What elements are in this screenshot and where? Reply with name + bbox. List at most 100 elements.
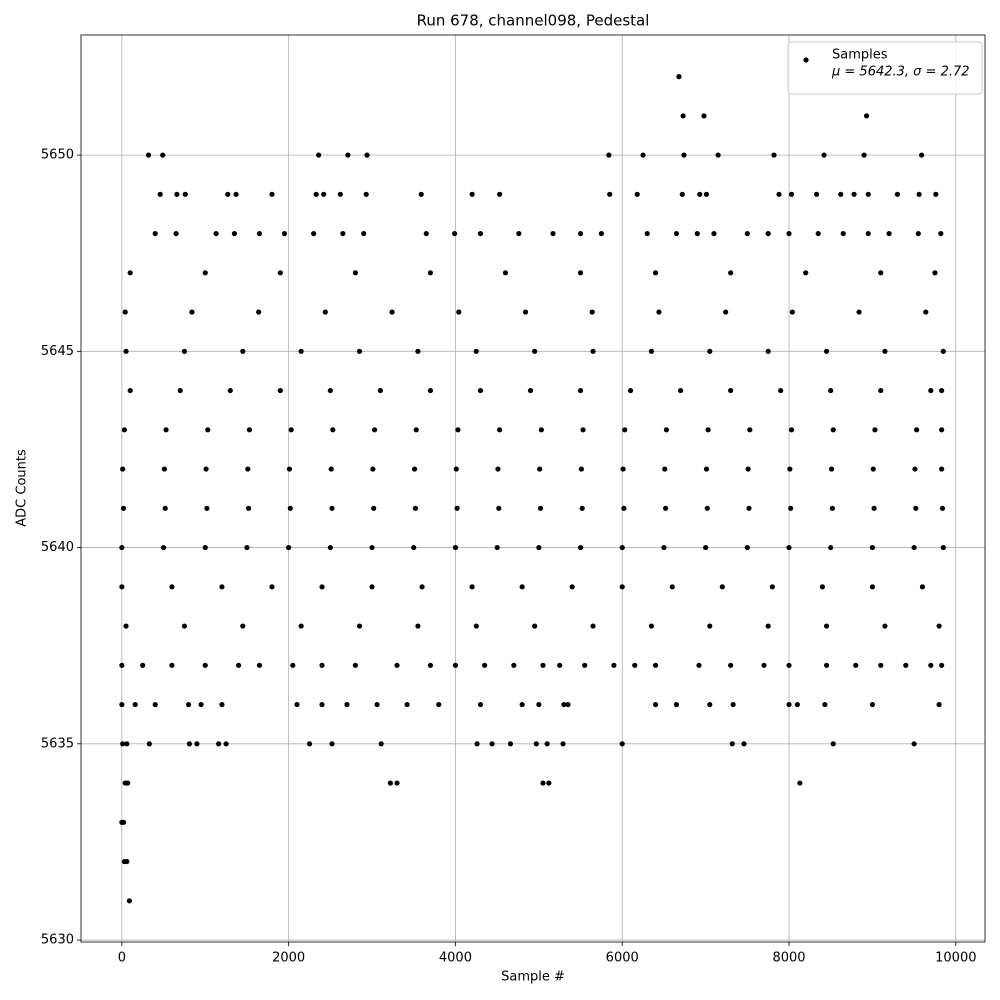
point (823, 348, 830, 354)
point (132, 701, 138, 708)
point (127, 387, 133, 394)
point (840, 230, 846, 237)
point (813, 191, 820, 197)
point (219, 584, 225, 590)
point (205, 427, 211, 433)
point (536, 701, 542, 708)
point (577, 544, 584, 551)
point (436, 701, 442, 708)
point (701, 113, 707, 119)
point (619, 584, 625, 590)
point (352, 270, 358, 276)
point (579, 505, 585, 511)
point (519, 584, 525, 590)
x-tick-label: 8000 (772, 951, 805, 966)
point (194, 741, 200, 747)
point (676, 74, 682, 80)
point (473, 348, 479, 354)
point (703, 466, 710, 472)
point (256, 662, 263, 668)
point (489, 741, 495, 747)
point (778, 387, 784, 394)
point (915, 230, 921, 237)
point (544, 741, 550, 747)
point (160, 152, 166, 158)
point (160, 544, 167, 551)
point (328, 466, 334, 472)
point (294, 701, 300, 708)
point (306, 741, 313, 747)
point (120, 505, 127, 511)
point (704, 505, 710, 511)
point (169, 584, 175, 590)
point (870, 466, 876, 472)
point (914, 427, 920, 433)
point (648, 348, 655, 354)
point (125, 780, 131, 786)
point (202, 270, 208, 276)
point (477, 387, 484, 394)
point (522, 309, 529, 315)
point (621, 505, 627, 511)
point (369, 544, 375, 551)
point (728, 387, 734, 394)
point (797, 780, 803, 786)
point (865, 230, 871, 237)
point (932, 270, 938, 276)
point (673, 230, 680, 237)
point (878, 387, 884, 394)
point (256, 309, 262, 315)
point (469, 191, 475, 197)
point (427, 387, 434, 394)
point (823, 662, 830, 668)
point (648, 623, 655, 629)
point (765, 623, 771, 629)
point (560, 741, 566, 747)
point (679, 191, 685, 197)
point (245, 466, 251, 472)
point (356, 348, 363, 354)
point (786, 544, 792, 551)
point (181, 623, 188, 629)
point (378, 741, 384, 747)
point (277, 387, 283, 394)
point (533, 741, 539, 747)
point (519, 701, 525, 708)
point (590, 348, 596, 354)
point (821, 152, 827, 158)
point (423, 230, 429, 237)
point (728, 270, 734, 276)
point (823, 623, 830, 629)
point (788, 505, 794, 511)
point (497, 427, 503, 433)
point (202, 544, 208, 551)
point (119, 584, 125, 590)
point (246, 427, 253, 433)
x-tick-label: 10000 (935, 951, 976, 966)
point (703, 544, 709, 551)
x-tick-label: 0 (118, 951, 126, 966)
point (231, 230, 238, 237)
point (589, 309, 595, 315)
y-tick-label: 5650 (41, 148, 74, 163)
point (786, 662, 792, 668)
point (787, 466, 793, 472)
x-tick-label: 6000 (606, 951, 639, 966)
point (233, 191, 239, 197)
point (145, 152, 152, 158)
point (327, 544, 333, 551)
point (185, 701, 192, 708)
point (557, 662, 563, 668)
point (216, 741, 222, 747)
point (281, 230, 288, 237)
point (707, 348, 713, 354)
point (124, 741, 130, 747)
point (330, 427, 336, 433)
point (598, 230, 604, 237)
point (454, 505, 460, 511)
point (828, 387, 834, 394)
point (828, 544, 834, 551)
y-tick-label: 5640 (41, 540, 74, 555)
